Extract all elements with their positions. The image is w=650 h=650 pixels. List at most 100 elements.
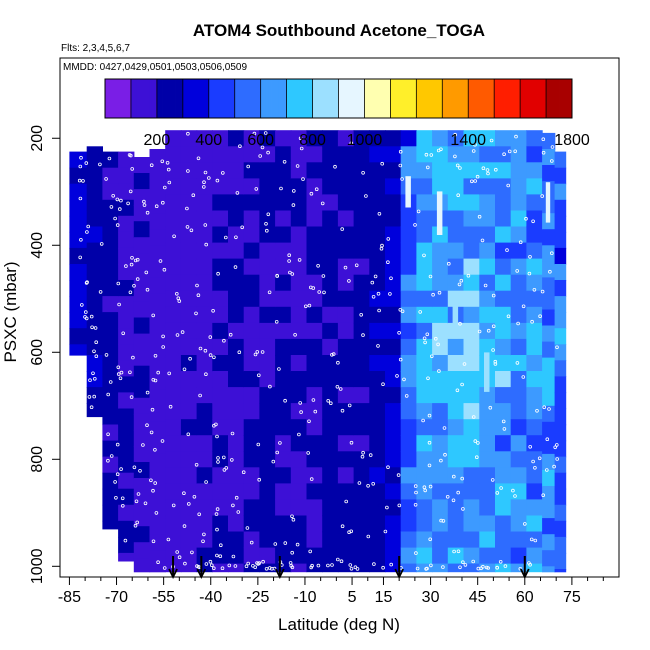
heatmap-cell [165, 146, 182, 163]
sample-point [142, 199, 146, 204]
heatmap-cell [400, 499, 417, 517]
sample-point [301, 177, 305, 181]
sample-point [548, 269, 552, 274]
heatmap-cell [180, 306, 198, 324]
heatmap-cell [542, 486, 556, 503]
sample-point [544, 468, 549, 472]
sample-point [98, 162, 102, 167]
sample-point [246, 164, 251, 169]
heatmap-cell [353, 451, 370, 468]
heatmap-cell [133, 381, 151, 399]
heatmap-cell [212, 290, 229, 308]
sample-point [462, 362, 467, 366]
heatmap-cell [510, 146, 527, 163]
x-tick-label: -25 [246, 589, 269, 606]
heatmap-cell [385, 371, 402, 388]
colorbar-swatch [359, 79, 363, 118]
colorbar-swatch [400, 79, 404, 118]
sample-point [476, 566, 481, 571]
heatmap-cell [554, 231, 567, 249]
heatmap-cell [306, 306, 323, 324]
sample-point [446, 261, 451, 266]
sample-point [258, 154, 263, 158]
heatmap-cell [243, 178, 260, 196]
sample-point [314, 187, 319, 192]
sample-point [196, 293, 201, 298]
colorbar-swatch [348, 79, 352, 118]
heatmap-cell [369, 178, 386, 196]
heatmap-cell [479, 290, 496, 308]
heatmap-cell [510, 258, 527, 276]
heatmap-cell [416, 178, 433, 196]
heatmap-cell [432, 499, 449, 517]
heatmap-cell [510, 210, 527, 228]
x-tick-label: -40 [199, 589, 222, 606]
sample-point [505, 248, 509, 252]
heatmap-cell [416, 355, 433, 372]
sample-point [336, 360, 340, 365]
heatmap-cell [290, 242, 308, 260]
colorbar-swatch [566, 79, 570, 118]
sample-point [278, 441, 282, 445]
sample-point [541, 150, 546, 155]
heatmap-cell [322, 451, 339, 468]
sample-point [186, 131, 190, 136]
heatmap-cell [369, 499, 386, 517]
heatmap-cell [228, 162, 245, 179]
colorbar-swatch [501, 79, 505, 118]
sample-point [266, 212, 271, 217]
colorbar-swatch [198, 79, 202, 118]
colorbar-swatch [107, 79, 111, 118]
heatmap-cell [290, 467, 308, 484]
heatmap-cell [554, 280, 567, 297]
colorbar-swatch [317, 79, 321, 118]
y-tick-label: 400 [29, 232, 46, 259]
colorbar-swatch [260, 79, 264, 118]
sample-point [423, 340, 427, 345]
heatmap-cell [542, 502, 556, 519]
sample-point [463, 563, 468, 567]
colorbar-swatch [421, 79, 425, 118]
sample-point [201, 539, 205, 544]
heatmap-cell [479, 258, 496, 276]
sample-point [150, 407, 155, 412]
heatmap-cell [463, 371, 480, 388]
heatmap-cell [495, 387, 512, 404]
heatmap-cell [400, 387, 417, 404]
heatmap-cell [510, 130, 527, 147]
sample-point [426, 376, 430, 381]
heatmap-cell [69, 296, 88, 313]
colorbar-swatch [463, 79, 467, 118]
heatmap-cell [165, 419, 182, 436]
sample-point [79, 155, 83, 160]
heatmap-cell [228, 483, 245, 501]
heatmap-cell [432, 467, 449, 484]
heatmap-cell [337, 467, 355, 484]
sample-point [220, 566, 225, 570]
heatmap-cell [228, 403, 245, 420]
heatmap-cell [463, 210, 480, 228]
heatmap-cell [337, 242, 355, 260]
heatmap-cell [133, 542, 151, 559]
heatmap-cell [554, 536, 567, 554]
heatmap-cell [554, 440, 567, 458]
heatmap-cell [306, 547, 323, 565]
heatmap-cell [447, 162, 465, 179]
heatmap-cell [463, 290, 480, 308]
heatmap-cell [385, 467, 402, 484]
colorbar-swatch [242, 79, 246, 118]
heatmap-cell [463, 322, 480, 340]
heatmap-cell [400, 547, 417, 565]
sample-point [380, 243, 384, 248]
sample-point [109, 454, 114, 458]
heatmap-cell [196, 242, 213, 260]
sample-point [198, 346, 203, 351]
sample-point [203, 348, 208, 353]
heatmap-cell [554, 376, 567, 394]
colorbar-swatch [439, 79, 443, 118]
sample-point [115, 197, 120, 202]
heatmap-cell [212, 274, 229, 292]
heatmap-cell [149, 229, 166, 246]
heatmap-cell [510, 403, 527, 420]
colorbar-swatch [304, 79, 308, 118]
